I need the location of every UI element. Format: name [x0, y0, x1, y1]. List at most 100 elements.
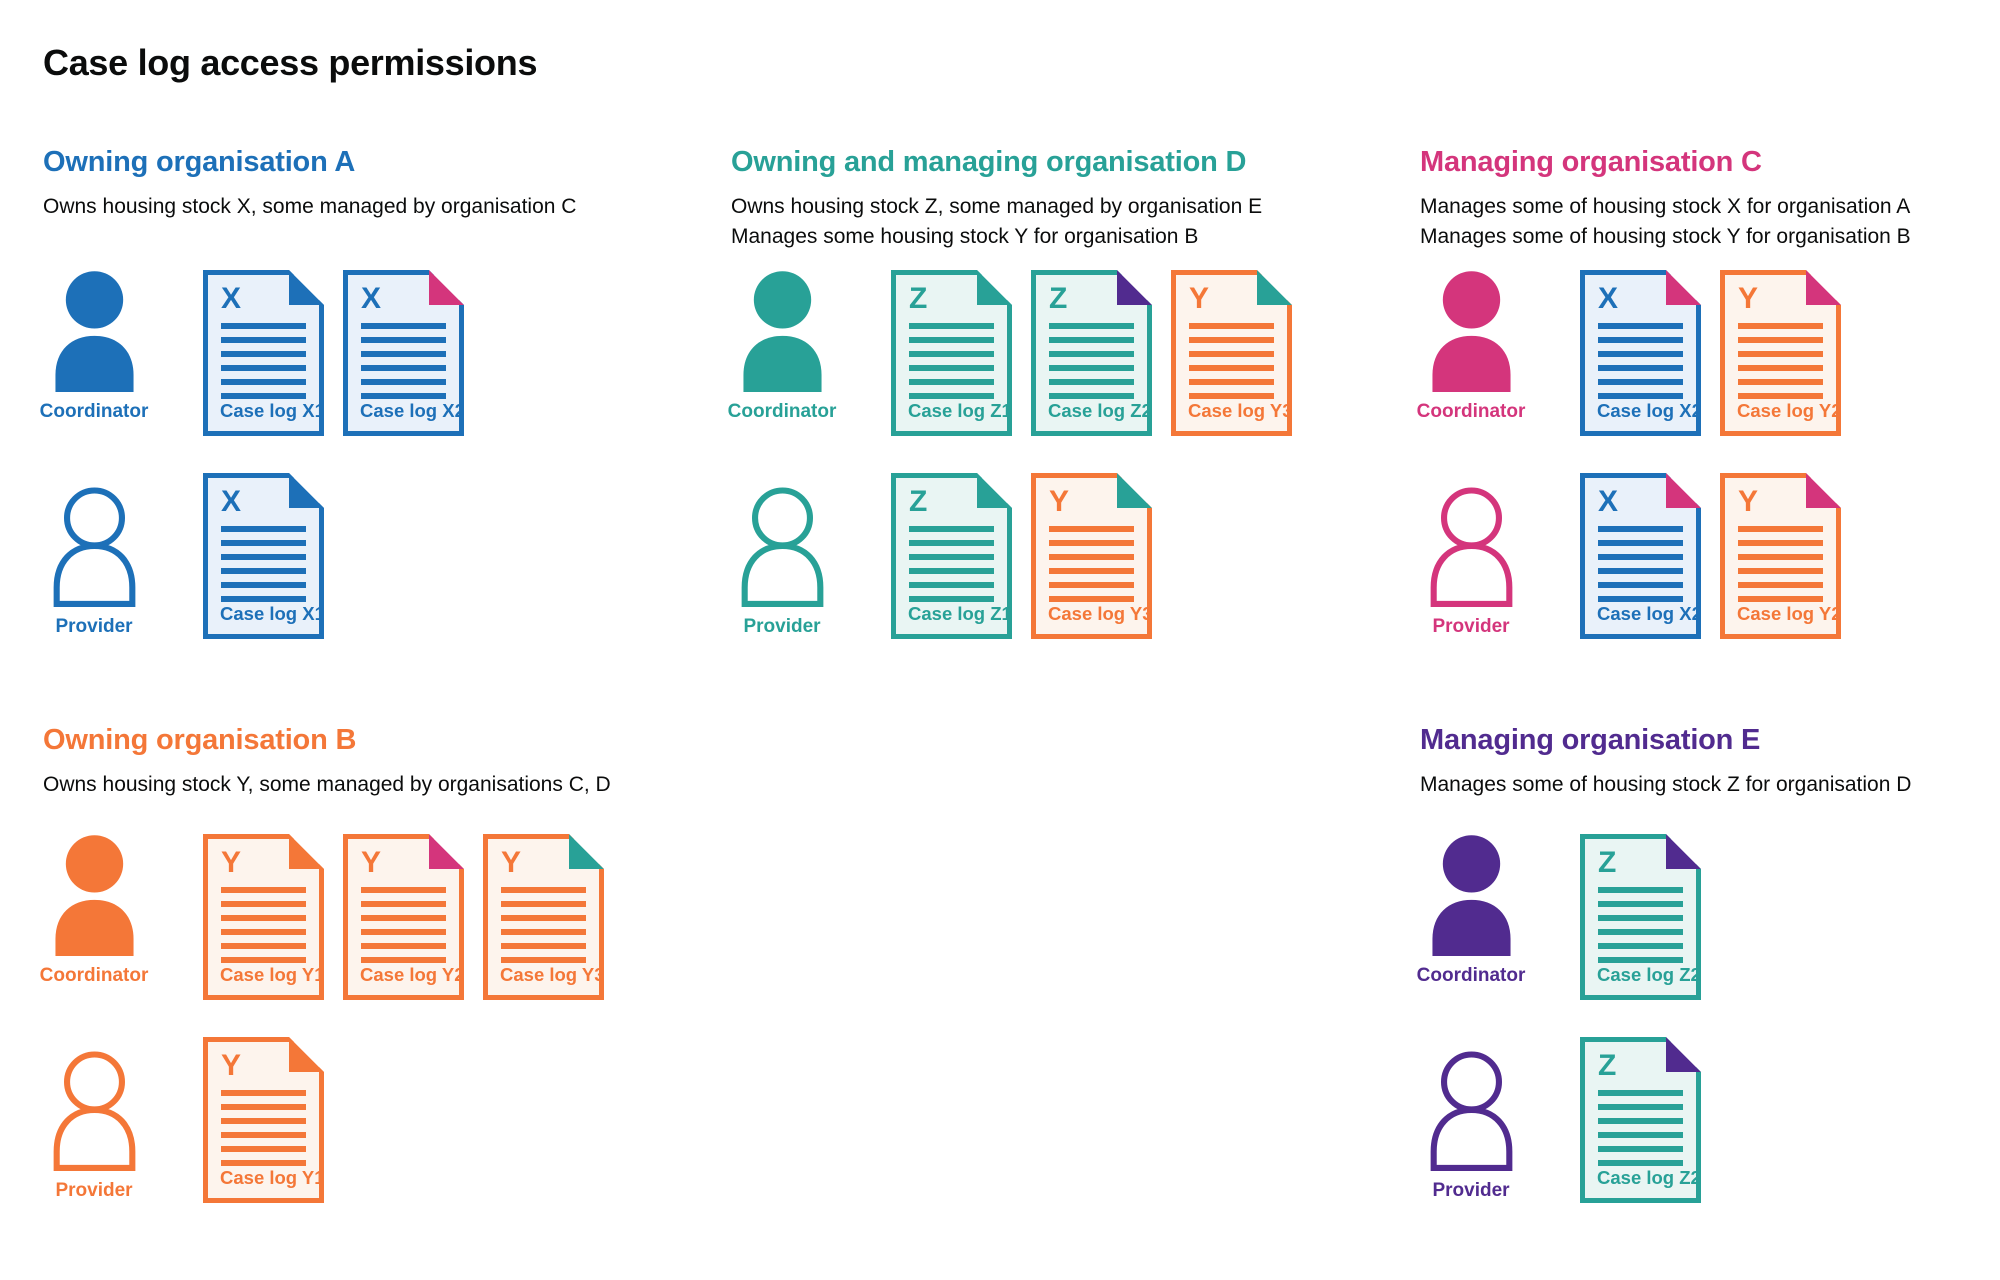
role-label: Provider: [743, 616, 821, 637]
document-text-lines: [1189, 323, 1274, 399]
case-log-documents: X Case log X2 Y Case log Y2: [1580, 473, 1841, 639]
document-text-lines: [1598, 526, 1683, 602]
section-heading: Owning organisation B: [43, 724, 357, 756]
permission-rows: Coordinator Z Case log Z2 Provider: [1416, 834, 1701, 1203]
case-log-document: Y Case log Y3: [1171, 270, 1292, 436]
case-log-document: X Case log X1: [203, 270, 324, 436]
document-text-lines: [361, 323, 446, 399]
person-block: Provider: [43, 1037, 203, 1202]
case-log-document: Z Case log Z2: [1580, 834, 1701, 1000]
folded-corner-icon: [1666, 473, 1701, 508]
description-line: Manages some of housing stock X for orga…: [1420, 195, 1911, 218]
folded-corner-icon: [1806, 473, 1841, 508]
role-label: Provider: [55, 616, 133, 637]
role-label: Coordinator: [1416, 965, 1526, 986]
section-managing-organisation-c: Managing organisation C Manages some of …: [1417, 146, 1995, 252]
description-line: Owns housing stock X, some managed by or…: [43, 195, 577, 218]
provider-person-icon: [1430, 487, 1512, 607]
person-block: Provider: [43, 473, 203, 638]
case-log-documents: Z Case log Z1 Y Case log Y3: [891, 473, 1152, 639]
stock-letter: Z: [909, 485, 928, 518]
permission-rows: Coordinator Z Case log Z1 Z Case log Z2: [727, 270, 1292, 639]
provider-row: Provider X Case log X1: [43, 473, 464, 639]
case-log-label: Case log Y2: [360, 964, 465, 985]
stock-letter: Y: [1189, 282, 1210, 315]
case-log-document: Y Case log Y1: [203, 1037, 324, 1203]
case-log-document: Z Case log Z2: [1031, 270, 1152, 436]
case-log-label: Case log Y3: [1048, 603, 1153, 624]
coordinator-row: Coordinator Z Case log Z2: [1416, 834, 1701, 1000]
document-text-lines: [221, 887, 306, 963]
provider-person-icon: [53, 487, 135, 607]
stock-letter: Y: [1738, 282, 1759, 315]
document-text-lines: [1738, 323, 1823, 399]
case-log-label: Case log Y1: [220, 1167, 325, 1188]
stock-letter: X: [221, 485, 242, 518]
coordinator-row: Coordinator X Case log X2 Y Case log Y2: [1416, 270, 1841, 436]
case-log-label: Case log X2: [1597, 400, 1702, 421]
role-label: Coordinator: [1416, 401, 1526, 422]
section-owning-managing-organisation-d: Owning and managing organisation D Owns …: [728, 146, 1391, 252]
document-text-lines: [361, 887, 446, 963]
provider-row: Provider X Case log X2 Y Case log Y2: [1420, 473, 1841, 639]
document-text-lines: [909, 526, 994, 602]
provider-row: Provider Z Case log Z1 Y Case log Y3: [731, 473, 1292, 639]
person-block: Provider: [1420, 1037, 1580, 1202]
page-title: Case log access permissions: [43, 42, 538, 83]
permission-rows: Coordinator X Case log X2 Y Case log Y2: [1416, 270, 1841, 639]
section-heading: Managing organisation C: [1420, 146, 1762, 178]
coordinator-person-icon: [1431, 271, 1511, 392]
coordinator-row: Coordinator X Case log X1 X Case log X2: [39, 270, 464, 436]
folded-corner-icon: [1666, 834, 1701, 869]
case-log-label: Case log Z2: [1597, 1167, 1701, 1188]
person-block: Provider: [731, 473, 891, 638]
case-log-document: X Case log X2: [1580, 270, 1701, 436]
case-log-document: Y Case log Y2: [1720, 270, 1841, 436]
stock-letter: Z: [1598, 1049, 1617, 1082]
description-line: Manages some of housing stock Y for orga…: [1420, 225, 1911, 249]
role-label: Coordinator: [727, 401, 837, 422]
folded-corner-icon: [977, 270, 1012, 305]
description-line: Manages some housing stock Y for organis…: [731, 225, 1199, 249]
section-description: Owns housing stock Z, some managed by or…: [731, 192, 1391, 252]
role-label: Coordinator: [39, 401, 149, 422]
folded-corner-icon: [1666, 270, 1701, 305]
coordinator-row: Coordinator Y Case log Y1 Y Case log Y2: [40, 834, 604, 1000]
stock-letter: Y: [501, 846, 522, 879]
case-log-documents: Z Case log Z2: [1580, 834, 1701, 1000]
document-text-lines: [221, 323, 306, 399]
person-block: Coordinator: [39, 270, 203, 423]
stock-letter: Z: [909, 282, 928, 315]
permission-rows: Coordinator X Case log X1 X Case log X2: [39, 270, 464, 639]
document-text-lines: [1598, 323, 1683, 399]
case-log-documents: Z Case log Z1 Z Case log Z2 Y Case log Y…: [891, 270, 1292, 436]
provider-row: Provider Y Case log Y1: [43, 1037, 604, 1203]
provider-row: Provider Z Case log Z2: [1420, 1037, 1701, 1203]
document-text-lines: [1049, 323, 1134, 399]
case-log-label: Case log Y2: [1737, 400, 1842, 421]
case-log-document: X Case log X2: [1580, 473, 1701, 639]
stock-letter: X: [1598, 485, 1619, 518]
coordinator-person-icon: [54, 271, 134, 392]
section-heading: Owning organisation A: [43, 146, 356, 178]
case-log-label: Case log Y1: [220, 964, 325, 985]
person-block: Coordinator: [1416, 270, 1580, 423]
section-owning-organisation-a: Owning organisation A Owns housing stock…: [40, 146, 703, 222]
description-line: Owns housing stock Y, some managed by or…: [43, 773, 611, 796]
case-log-document: X Case log X2: [343, 270, 464, 436]
case-log-documents: Y Case log Y1 Y Case log Y2 Y Case log Y…: [203, 834, 604, 1000]
coordinator-person-icon: [742, 271, 822, 392]
case-log-label: Case log Y3: [1188, 400, 1293, 421]
person-block: Coordinator: [1416, 834, 1580, 987]
case-log-documents: Y Case log Y1: [203, 1037, 324, 1203]
document-text-lines: [221, 526, 306, 602]
role-label: Provider: [1432, 616, 1510, 637]
document-text-lines: [501, 887, 586, 963]
permission-rows: Coordinator Y Case log Y1 Y Case log Y2: [40, 834, 604, 1203]
case-log-document: Z Case log Z1: [891, 270, 1012, 436]
stock-letter: X: [1598, 282, 1619, 315]
section-description: Owns housing stock X, some managed by or…: [43, 192, 703, 222]
case-log-document: Y Case log Y3: [483, 834, 604, 1000]
document-text-lines: [909, 323, 994, 399]
stock-letter: Y: [361, 846, 382, 879]
